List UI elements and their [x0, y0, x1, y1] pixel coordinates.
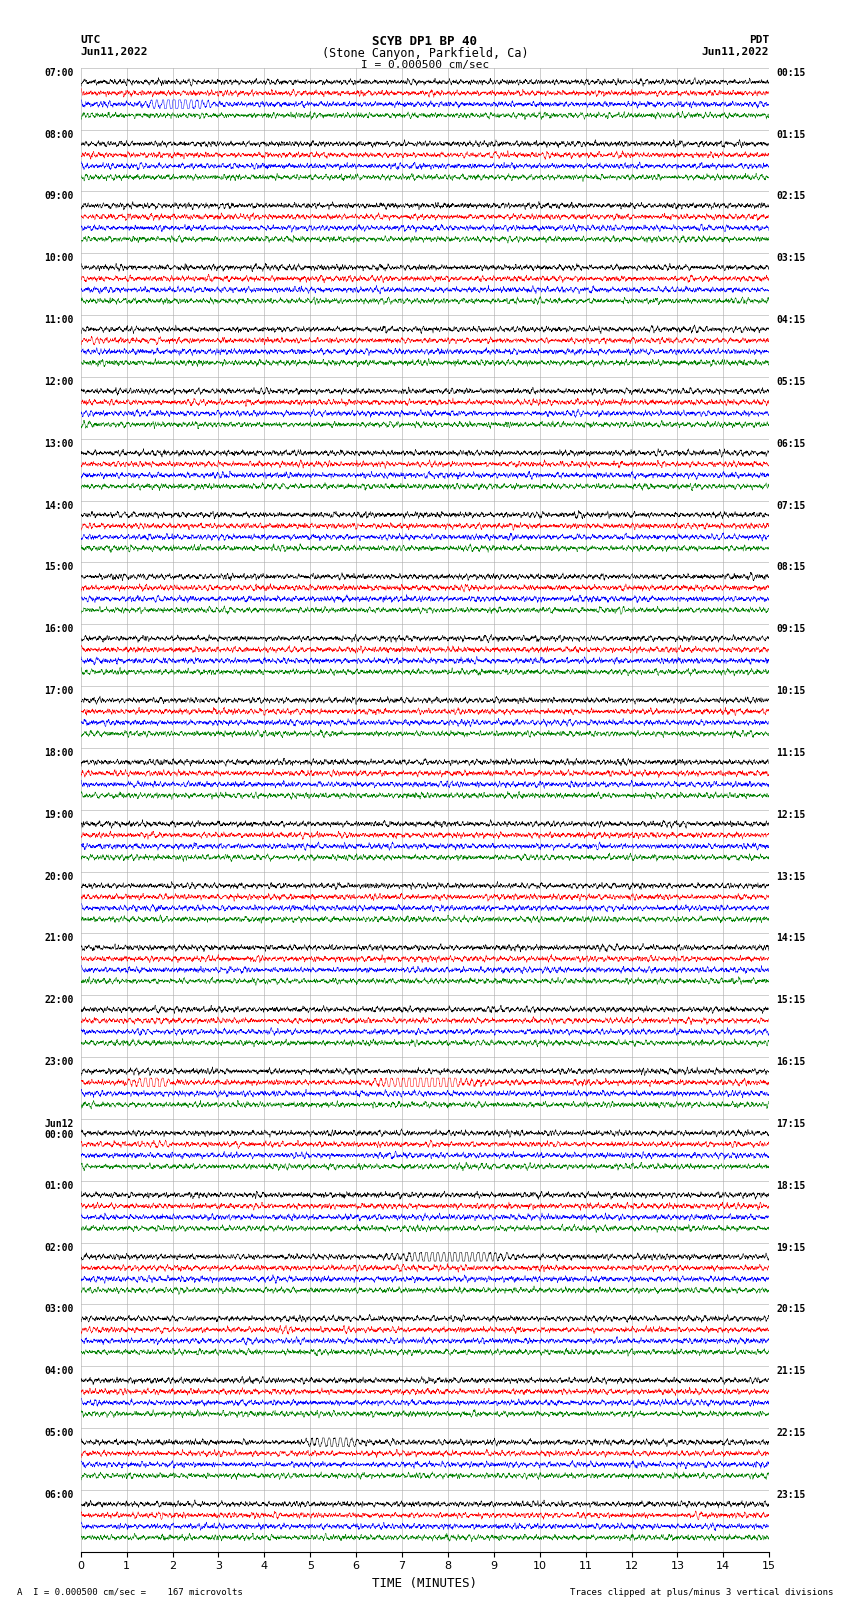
Text: 00:15: 00:15: [776, 68, 806, 77]
Text: 07:15: 07:15: [776, 500, 806, 511]
Text: 08:15: 08:15: [776, 563, 806, 573]
Text: 06:15: 06:15: [776, 439, 806, 448]
Text: 03:00: 03:00: [44, 1305, 74, 1315]
Text: 15:00: 15:00: [44, 563, 74, 573]
Text: 09:15: 09:15: [776, 624, 806, 634]
Text: 14:00: 14:00: [44, 500, 74, 511]
Text: 12:00: 12:00: [44, 377, 74, 387]
Text: 10:00: 10:00: [44, 253, 74, 263]
Text: 01:15: 01:15: [776, 129, 806, 140]
Text: 19:00: 19:00: [44, 810, 74, 819]
Text: 01:00: 01:00: [44, 1181, 74, 1190]
Text: SCYB DP1 BP 40: SCYB DP1 BP 40: [372, 35, 478, 48]
Text: 05:00: 05:00: [44, 1428, 74, 1439]
Text: 21:00: 21:00: [44, 934, 74, 944]
Text: A  I = 0.000500 cm/sec =    167 microvolts: A I = 0.000500 cm/sec = 167 microvolts: [17, 1587, 243, 1597]
Text: 14:15: 14:15: [776, 934, 806, 944]
Text: 08:00: 08:00: [44, 129, 74, 140]
Text: 11:00: 11:00: [44, 315, 74, 326]
Text: 06:00: 06:00: [44, 1490, 74, 1500]
Text: 19:15: 19:15: [776, 1242, 806, 1253]
Text: 16:00: 16:00: [44, 624, 74, 634]
Text: 04:00: 04:00: [44, 1366, 74, 1376]
Text: 18:00: 18:00: [44, 748, 74, 758]
Text: 23:00: 23:00: [44, 1057, 74, 1068]
Text: 05:15: 05:15: [776, 377, 806, 387]
Text: 02:15: 02:15: [776, 192, 806, 202]
Text: 23:15: 23:15: [776, 1490, 806, 1500]
Text: 20:00: 20:00: [44, 871, 74, 882]
Text: 18:15: 18:15: [776, 1181, 806, 1190]
Text: Jun11,2022: Jun11,2022: [702, 47, 769, 56]
Text: Jun12
00:00: Jun12 00:00: [44, 1119, 74, 1140]
Text: 09:00: 09:00: [44, 192, 74, 202]
Text: PDT: PDT: [749, 35, 769, 45]
Text: 22:00: 22:00: [44, 995, 74, 1005]
Text: 21:15: 21:15: [776, 1366, 806, 1376]
Text: 17:15: 17:15: [776, 1119, 806, 1129]
Text: 15:15: 15:15: [776, 995, 806, 1005]
Text: 13:15: 13:15: [776, 871, 806, 882]
Text: 10:15: 10:15: [776, 686, 806, 697]
Text: 12:15: 12:15: [776, 810, 806, 819]
Text: 17:00: 17:00: [44, 686, 74, 697]
Text: 20:15: 20:15: [776, 1305, 806, 1315]
Text: 11:15: 11:15: [776, 748, 806, 758]
Text: 04:15: 04:15: [776, 315, 806, 326]
Text: (Stone Canyon, Parkfield, Ca): (Stone Canyon, Parkfield, Ca): [321, 47, 529, 60]
Text: 16:15: 16:15: [776, 1057, 806, 1068]
Text: I = 0.000500 cm/sec: I = 0.000500 cm/sec: [361, 60, 489, 69]
Text: Jun11,2022: Jun11,2022: [81, 47, 148, 56]
Text: 02:00: 02:00: [44, 1242, 74, 1253]
Text: 13:00: 13:00: [44, 439, 74, 448]
Text: Traces clipped at plus/minus 3 vertical divisions: Traces clipped at plus/minus 3 vertical …: [570, 1587, 833, 1597]
Text: 03:15: 03:15: [776, 253, 806, 263]
Text: 07:00: 07:00: [44, 68, 74, 77]
X-axis label: TIME (MINUTES): TIME (MINUTES): [372, 1578, 478, 1590]
Text: 22:15: 22:15: [776, 1428, 806, 1439]
Text: UTC: UTC: [81, 35, 101, 45]
